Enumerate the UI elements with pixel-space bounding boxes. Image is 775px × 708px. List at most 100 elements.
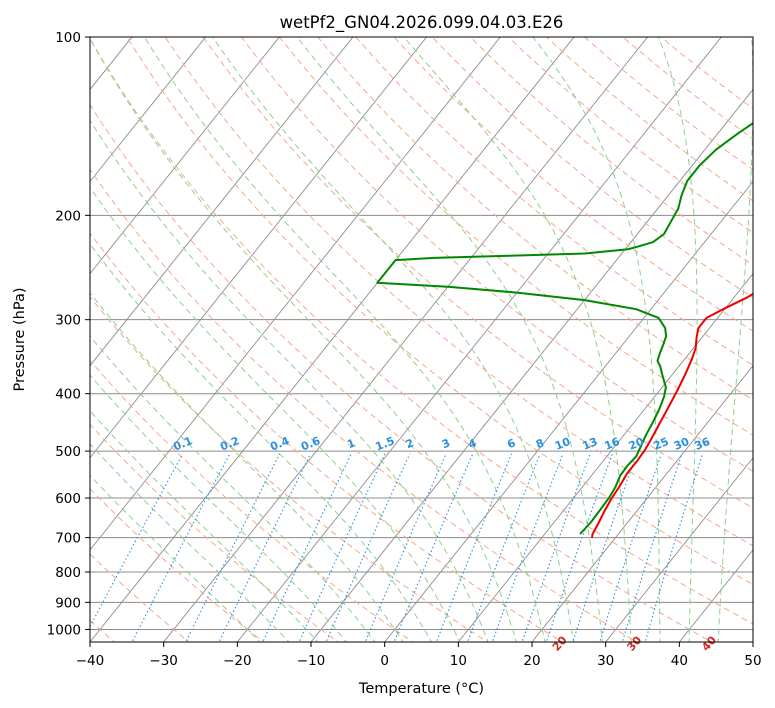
mixing-ratio-label: 30: [672, 435, 691, 453]
y-tick-label: 800: [55, 565, 81, 581]
mixing-ratio-line: [90, 453, 184, 628]
chart-title: wetPf2_GN04.2026.099.04.03.E26: [280, 13, 564, 33]
dry-adiabat-line: [584, 37, 753, 171]
mixing-ratio-line: [325, 453, 411, 642]
moist-adiabat-line: [90, 335, 376, 642]
dry-adiabat-line: [126, 37, 753, 586]
mixing-ratio-line: [599, 453, 662, 642]
dry-adiabat-line: [279, 37, 753, 436]
y-tick-label: 500: [55, 444, 81, 460]
plot-frame: [89, 36, 754, 643]
mixing-ratio-label: 25: [652, 435, 671, 453]
y-tick-label: 200: [55, 208, 81, 224]
dry-adiabat-line: [164, 37, 753, 547]
moist-adiabat-line: [90, 186, 461, 642]
dry-adiabat-line: [90, 168, 639, 642]
moist-adiabat-line: [212, 37, 575, 642]
isotherm-line: [531, 365, 753, 642]
mixing-ratio-label: 16: [603, 435, 622, 453]
isotherm-line: [90, 37, 354, 367]
x-tick-label: 50: [744, 653, 761, 669]
x-tick-label: 10: [450, 653, 467, 669]
dry-adiabat-line: [507, 37, 753, 234]
moist-adiabat-line: [90, 37, 518, 642]
dry-adiabat-line: [90, 37, 753, 625]
y-tick-label: 100: [55, 30, 81, 46]
isotherm-line: [236, 37, 722, 642]
dry-adiabat-line: [90, 487, 265, 642]
mixing-ratio-label: 36: [693, 435, 712, 453]
moist-adiabat-line: [296, 37, 603, 642]
x-tick-label: 40: [671, 653, 688, 669]
moist-adiabat-line: [90, 474, 261, 642]
x-axis-label: Temperature (°C): [358, 681, 484, 697]
x-tick-label: −20: [223, 653, 252, 669]
mixing-ratio-label: 2: [404, 436, 416, 451]
x-tick-label: −10: [297, 653, 326, 669]
isotherm-line: [310, 88, 753, 642]
y-tick-label: 400: [55, 387, 81, 403]
moist-adiabat-line: [90, 374, 347, 642]
dry-adiabat-line: [90, 103, 713, 642]
y-tick-label: 900: [55, 595, 81, 611]
mixing-ratio-line: [491, 453, 564, 642]
y-tick-label: 300: [55, 313, 81, 329]
moist-adiabat-line: [658, 37, 698, 642]
x-tick-label: 20: [523, 653, 540, 669]
isotherm-line: [163, 37, 649, 642]
mixing-ratio-line: [364, 453, 447, 642]
dry-adiabat-line: [355, 37, 753, 366]
moist-adiabat-line: [90, 292, 404, 642]
mixing-ratio-label: 3: [440, 436, 452, 451]
mixing-ratio-line: [644, 453, 704, 642]
dry-adiabat-line: [90, 232, 564, 642]
isotherm-line: [90, 37, 280, 275]
y-tick-label: 700: [55, 531, 81, 547]
moist-adiabat-line: [90, 243, 432, 642]
axes-layer: −40 −30 −20 −10 0 10 20 30 40 50 100 200 300 400 500 60…: [47, 30, 762, 669]
isotherm-line: [90, 37, 501, 551]
dry-adiabat-line: [90, 359, 414, 642]
dry-adiabat-line: [431, 37, 753, 299]
moist-adiabat-line: [532, 37, 661, 642]
isotherm-line: [605, 457, 753, 642]
mixing-ratio-line: [621, 453, 683, 642]
dry-adiabat-line: [545, 37, 753, 202]
mixing-ratio-line: [521, 453, 591, 642]
mixing-ratio-label: 10: [553, 435, 572, 453]
temperature-profile-line: [590, 292, 753, 538]
mixing-ratio-line: [185, 453, 281, 642]
x-tick-label: 0: [380, 653, 389, 669]
x-tick-label: 30: [597, 653, 614, 669]
mixing-ratio-label: 20: [627, 435, 646, 453]
isotherm-line: [90, 37, 575, 642]
dry-adiabat-line: [240, 37, 753, 472]
dewpoint-profile-line: [376, 122, 753, 535]
isotherm-line: [384, 180, 753, 642]
mixing-ratio-line: [298, 453, 386, 642]
y-tick-label: 600: [55, 491, 81, 507]
moist-adiabat-line: [144, 37, 546, 642]
y-axis-label: Pressure (hPa): [12, 287, 28, 391]
moist-adiabat-line: [403, 37, 632, 642]
mixing-ratio-line: [218, 453, 311, 642]
mixing-ratio-line: [262, 453, 352, 642]
mixing-ratio-label: 13: [580, 435, 599, 453]
isotherm-line: [90, 37, 428, 459]
mixing-ratio-line: [545, 453, 613, 642]
moist-adiabat-line: [90, 443, 290, 642]
y-tick-label: 1000: [47, 622, 81, 638]
x-tick-label: −30: [149, 653, 178, 669]
moist-adiabat-line: [717, 37, 753, 642]
isotherm-line: [457, 272, 753, 642]
isotherm-line: [90, 37, 207, 183]
dry-adiabat-line: [317, 37, 753, 401]
moist-adiabat-line: [90, 119, 489, 642]
mixing-ratio-label: 8: [534, 436, 546, 451]
mixing-ratio-line: [572, 453, 638, 642]
dry-adiabat-line: [90, 296, 489, 642]
background-lines-layer: [90, 37, 753, 642]
profiles-layer: [376, 122, 753, 538]
mixing-ratio-label: 1: [345, 436, 357, 451]
